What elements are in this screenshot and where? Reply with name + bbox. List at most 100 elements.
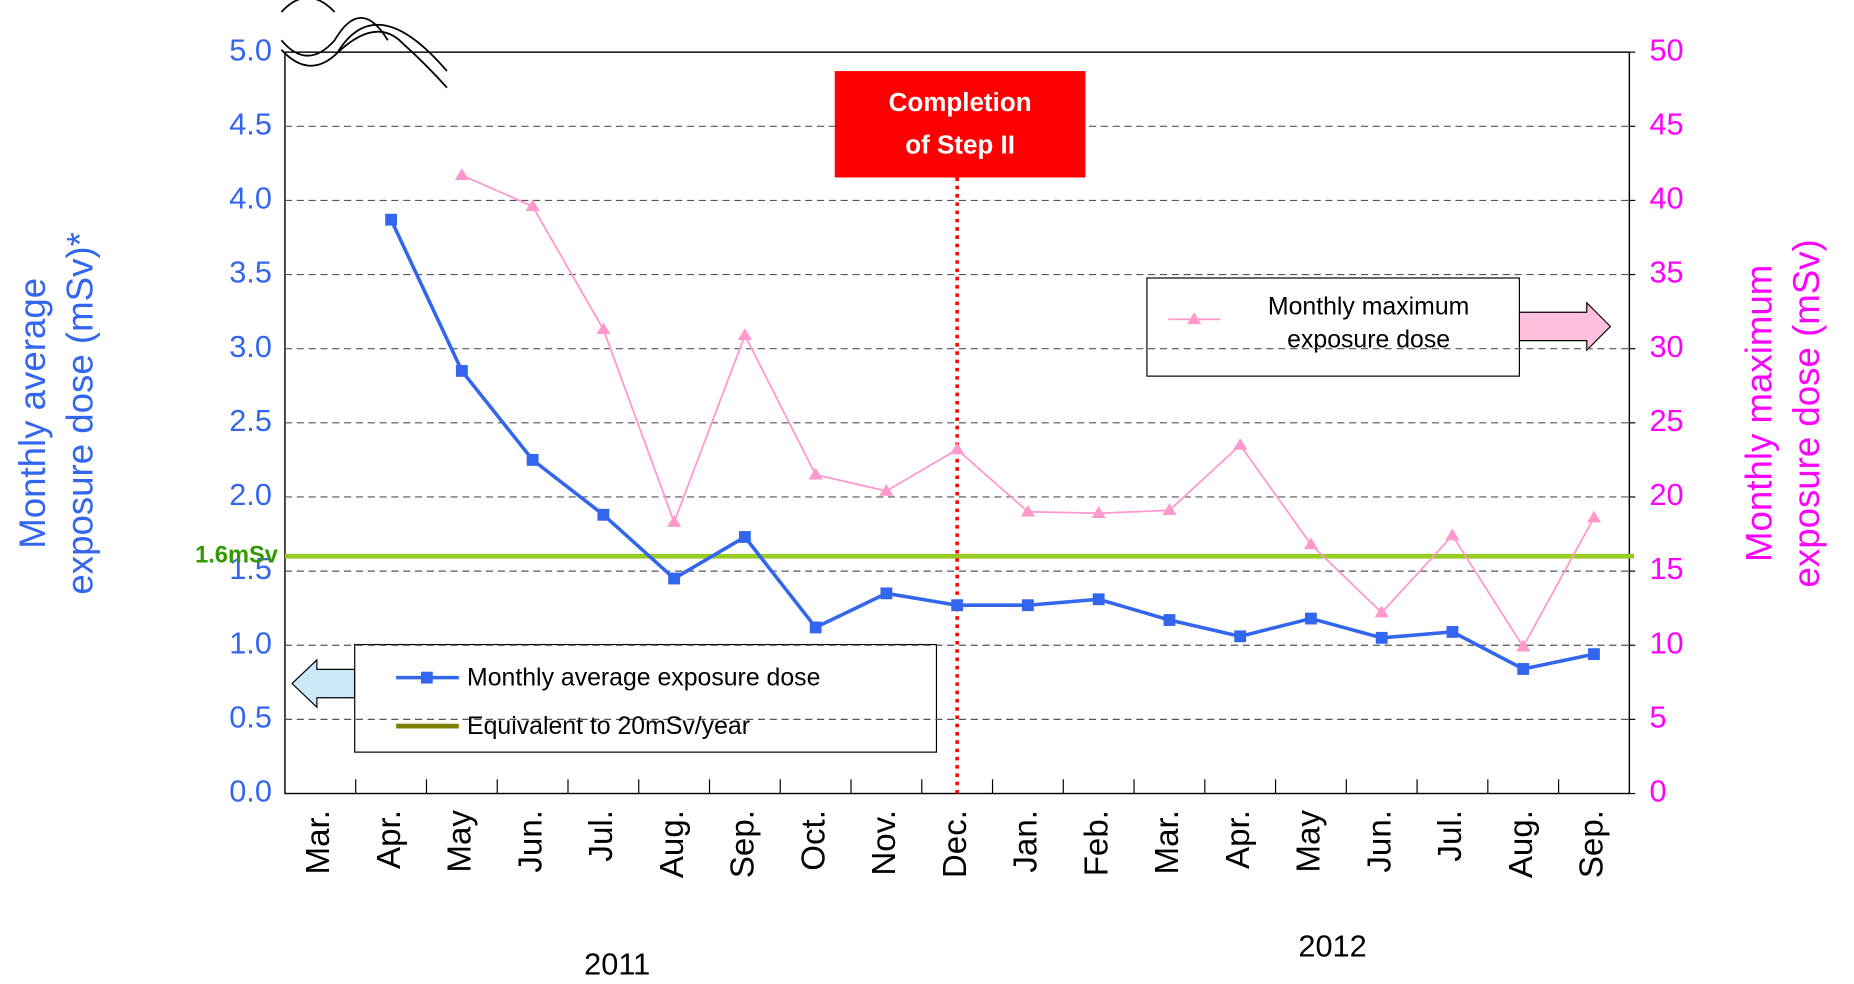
legend-label-box: Monthly maximum exposure dose (1267, 293, 1470, 354)
y2-tick-label: 30 (1649, 329, 1683, 364)
data-point (880, 587, 893, 600)
data-point (1586, 510, 1602, 523)
y-tick-label: 0.0 (229, 774, 272, 809)
y-tick-label: 4.0 (229, 181, 272, 216)
annotation-text: Completion (889, 87, 1032, 117)
data-point (1162, 503, 1177, 516)
reference-label: 1.6mSv (195, 543, 279, 569)
y-tick-label: 2.0 (229, 477, 272, 512)
x-tick-label: Feb. (1078, 810, 1115, 876)
data-point (950, 442, 965, 455)
axis-break (280, 0, 389, 57)
annotation-box (834, 71, 1086, 178)
data-point (1303, 537, 1319, 550)
data-point (1305, 612, 1317, 625)
data-point (1445, 528, 1460, 541)
y-tick-label: 5.0 (229, 32, 272, 67)
data-point (1020, 504, 1036, 517)
y-tick-label: 4.5 (229, 106, 272, 141)
data-point (738, 531, 751, 543)
data-point (1233, 437, 1248, 450)
axis-title: exposure dose (mSv) (1786, 239, 1827, 587)
data-point (809, 621, 822, 634)
year-label: 2012 (1298, 929, 1366, 964)
x-tick-label: Jun. (1361, 810, 1398, 873)
series-line (461, 174, 1595, 649)
data-point (879, 483, 894, 496)
y2-tick-label: 25 (1649, 403, 1683, 438)
y-tick-label: 3.5 (229, 255, 272, 290)
y-tick-label: 1.0 (229, 625, 272, 660)
x-tick-label: Mar. (1149, 810, 1186, 874)
y2-tick-label: 15 (1649, 551, 1683, 586)
x-tick-label: Nov. (866, 810, 903, 876)
y-tick-label: 1.5 (229, 551, 272, 586)
annotation-text: of Step II (905, 130, 1015, 160)
legend-label: Monthly maximum exposure dose (1267, 293, 1470, 354)
data-point (455, 365, 468, 377)
data-point (808, 467, 823, 480)
y-tick-label: 2.5 (229, 403, 272, 438)
axis-title: Monthly average (12, 278, 53, 549)
data-point (596, 322, 611, 335)
y2-tick-label: 20 (1649, 477, 1683, 512)
data-point (385, 213, 398, 226)
axis-title: exposure dose (mSv)* (59, 232, 100, 595)
series-line (389, 218, 1595, 671)
x-tick-label: Sep. (725, 810, 762, 878)
axis-break (280, 23, 448, 89)
y2-tick-label: 5 (1649, 700, 1666, 735)
y2-tick-label: 45 (1649, 106, 1683, 141)
x-tick-label: Mar. (300, 810, 337, 874)
y2-tick-label: 50 (1649, 32, 1683, 67)
axis-title: Monthly maximum (1738, 265, 1779, 562)
x-tick-label: May (1291, 810, 1328, 873)
year-label: 2011 (584, 946, 650, 981)
data-point (1091, 506, 1106, 519)
x-tick-label: Jan. (1008, 810, 1045, 873)
data-point (668, 572, 681, 585)
data-point (526, 453, 539, 466)
y2-tick-label: 35 (1649, 255, 1683, 290)
x-tick-label: Jul. (583, 810, 620, 862)
data-point (454, 168, 469, 180)
x-tick-label: Aug. (1503, 810, 1540, 878)
data-point (1375, 631, 1388, 644)
data-point (597, 508, 610, 521)
data-point (1187, 312, 1202, 325)
data-point (420, 671, 433, 684)
data-point (1092, 593, 1105, 606)
x-tick-label: Dec. (937, 810, 974, 878)
x-tick-label: Aug. (654, 810, 691, 878)
x-tick-label: Jun. (512, 810, 549, 873)
data-point (1234, 630, 1247, 643)
data-point (1588, 648, 1600, 661)
legend-label: Monthly average exposure dose (467, 664, 820, 691)
data-point (525, 199, 540, 212)
y2-tick-label: 0 (1649, 774, 1666, 809)
legend-box (354, 643, 938, 753)
x-tick-label: Apr. (1220, 810, 1257, 869)
data-point (1446, 625, 1459, 638)
y2-tick-label: 40 (1649, 181, 1683, 216)
data-point (1517, 663, 1530, 675)
x-tick-label: Sep. (1574, 810, 1611, 878)
legend-label: Equivalent to 20mSv/year (467, 713, 750, 740)
x-tick-label: Oct. (795, 810, 832, 871)
y-tick-label: 3.0 (229, 329, 272, 364)
legend-box (1146, 277, 1520, 377)
x-tick-label: Jul. (1432, 810, 1469, 862)
data-point (1516, 639, 1531, 652)
data-point (667, 515, 682, 527)
data-point (1021, 599, 1034, 612)
data-point (1163, 614, 1176, 626)
data-point (1374, 605, 1389, 618)
x-tick-label: Apr. (371, 810, 408, 869)
legend-arrow (291, 658, 356, 709)
data-point (951, 599, 964, 612)
x-tick-label: May (442, 810, 479, 873)
y2-tick-label: 10 (1649, 625, 1683, 660)
y-tick-label: 0.5 (229, 700, 272, 735)
